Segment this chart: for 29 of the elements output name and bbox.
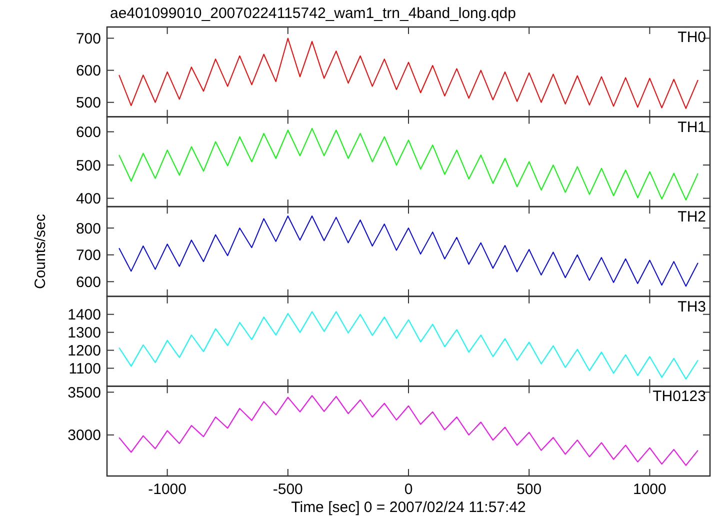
annotation: TH0 <box>678 29 706 46</box>
y-tick-label: 3000 <box>68 427 101 444</box>
x-tick-label: -500 <box>272 481 303 498</box>
x-tick-label: 500 <box>516 481 542 498</box>
y-tick-label: 600 <box>76 124 101 142</box>
x-tick-label: -1000 <box>148 481 186 498</box>
x-tick-label: 0 <box>404 481 413 498</box>
y-tick-label: 1200 <box>68 342 101 360</box>
y-tick-label: 1400 <box>68 306 101 324</box>
y-tick-label: 3500 <box>68 384 101 402</box>
y-tick-label: 500 <box>76 94 101 112</box>
y-tick-label: 800 <box>76 220 101 238</box>
y-tick-label: 600 <box>76 62 101 80</box>
y-tick-label: 700 <box>76 30 101 48</box>
y-tick-label: 700 <box>76 247 101 264</box>
y-tick-label: 1300 <box>68 324 101 342</box>
y-tick-label: 1100 <box>68 360 101 378</box>
y-axis-title: Counts/sec <box>32 213 49 290</box>
annotation: TH3 <box>678 298 706 316</box>
line-series <box>118 311 698 380</box>
y-tick-label: 400 <box>76 190 101 208</box>
x-axis-title: Time [sec] 0 = 2007/02/24 11:57:42 <box>291 499 526 516</box>
annotation: TH0123 <box>652 388 706 406</box>
y-tick-label: 600 <box>76 274 101 291</box>
annotation: TH2 <box>678 208 706 226</box>
annotation: TH1 <box>678 118 706 136</box>
chart-title: ae401099010_20070224115742_wam1_trn_4band_long.qdp <box>110 5 516 22</box>
y-tick-label: 500 <box>76 157 101 174</box>
x-tick-label: 1000 <box>633 481 666 498</box>
